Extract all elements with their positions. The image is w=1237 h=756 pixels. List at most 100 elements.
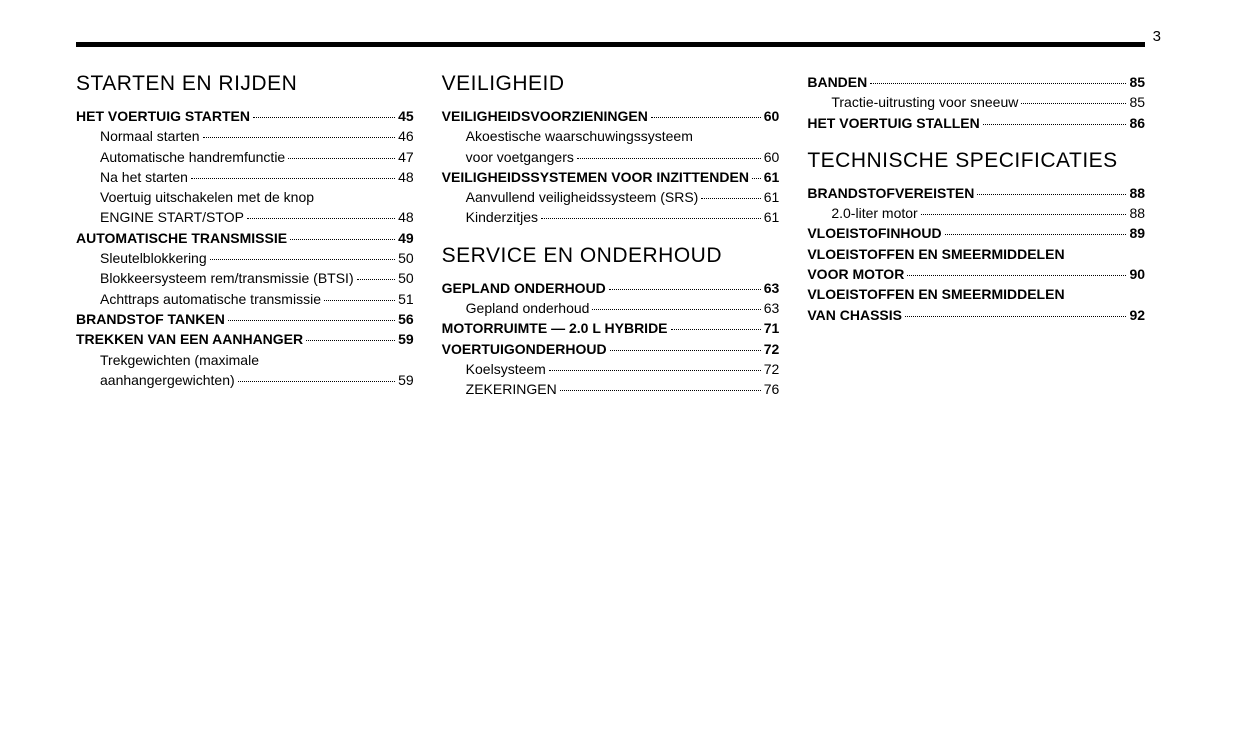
toc-entry-label: HET VOERTUIG STARTEN [76, 106, 250, 126]
toc-leader [577, 158, 761, 159]
horizontal-rule [76, 42, 1145, 47]
toc-leader [977, 194, 1126, 195]
toc-entry-page: 46 [398, 126, 414, 146]
toc-entry-line: Trekgewichten (maximale [76, 350, 414, 370]
toc-leader [610, 350, 761, 351]
toc-entry-main: HET VOERTUIG STARTEN 45 [76, 106, 414, 126]
toc-entry-label: BANDEN [807, 72, 867, 92]
toc-entry-label: Sleutelblokkering [100, 248, 207, 268]
toc-entry-page: 72 [764, 359, 780, 379]
toc-entry-page: 88 [1129, 183, 1145, 203]
toc-leader [210, 259, 395, 260]
toc-entry-label: VOERTUIGONDERHOUD [442, 339, 607, 359]
toc-entry-main: VOERTUIGONDERHOUD 72 [442, 339, 780, 359]
toc-entry-label: VLOEISTOFINHOUD [807, 223, 941, 243]
toc-entry-label: ENGINE START/STOP [100, 207, 244, 227]
toc-entry-label: VEILIGHEIDSSYSTEMEN VOOR INZITTENDEN [442, 167, 749, 187]
toc-entry-sub: Na het starten 48 [76, 167, 414, 187]
toc-leader [1021, 103, 1126, 104]
toc-leader [945, 234, 1127, 235]
toc-entry-page: 60 [764, 147, 780, 167]
toc-entry-label: aanhangergewichten) [100, 370, 235, 390]
toc-leader [905, 316, 1126, 317]
toc-leader [752, 178, 761, 179]
toc-entry-main: MOTORRUIMTE — 2.0 L HYBRIDE71 [442, 318, 780, 338]
toc-entry-sub: Automatische handremfunctie47 [76, 147, 414, 167]
toc-entry-page: 85 [1129, 92, 1145, 112]
toc-column: STARTEN EN RIJDENHET VOERTUIG STARTEN45N… [76, 72, 414, 400]
toc-entry-label: VOOR MOTOR [807, 264, 904, 284]
toc-entry-main: VEILIGHEIDSVOORZIENINGEN60 [442, 106, 780, 126]
toc-entry-sub: Blokkeersysteem rem/transmissie (BTSI)50 [76, 268, 414, 288]
toc-entry-sub: ENGINE START/STOP 48 [76, 207, 414, 227]
toc-leader [191, 178, 395, 179]
toc-leader [870, 83, 1126, 84]
toc-entry-main: VLOEISTOFINHOUD89 [807, 223, 1145, 243]
toc-entry-main: VOOR MOTOR 90 [807, 264, 1145, 284]
section-heading: VEILIGHEID [442, 72, 780, 96]
toc-entry-label: Kinderzitjes [466, 207, 538, 227]
toc-entry-sub: Sleutelblokkering50 [76, 248, 414, 268]
toc-leader [290, 239, 395, 240]
toc-entry-line: VLOEISTOFFEN EN SMEERMIDDELEN [807, 284, 1145, 304]
toc-entry-main: VAN CHASSIS 92 [807, 305, 1145, 325]
toc-entry-label: GEPLAND ONDERHOUD [442, 278, 606, 298]
toc-entry-label: Achttraps automatische transmissie [100, 289, 321, 309]
toc-leader [609, 289, 761, 290]
toc-entry-page: 72 [764, 339, 780, 359]
toc-entry-page: 61 [764, 207, 780, 227]
toc-entry-page: 45 [398, 106, 414, 126]
toc-entry-label: ZEKERINGEN [466, 379, 557, 399]
toc-entry-main: HET VOERTUIG STALLEN 86 [807, 113, 1145, 133]
toc-entry-label: Koelsysteem [466, 359, 546, 379]
toc-leader [324, 300, 395, 301]
toc-entry-label: MOTORRUIMTE — 2.0 L HYBRIDE [442, 318, 668, 338]
toc-entry-label: 2.0-liter motor [831, 203, 917, 223]
toc-leader [983, 124, 1127, 125]
toc-leader [701, 198, 760, 199]
toc-leader [549, 370, 761, 371]
toc-entry-main: VEILIGHEIDSSYSTEMEN VOOR INZITTENDEN 61 [442, 167, 780, 187]
toc-entry-sub: Normaal starten46 [76, 126, 414, 146]
toc-entry-sub: voor voetgangers 60 [442, 147, 780, 167]
toc-entry-sub: Tractie-uitrusting voor sneeuw85 [807, 92, 1145, 112]
toc-entry-page: 61 [764, 167, 780, 187]
toc-entry-label: Automatische handremfunctie [100, 147, 285, 167]
toc-entry-main: TREKKEN VAN EEN AANHANGER59 [76, 329, 414, 349]
toc-leader [560, 390, 761, 391]
toc-entry-label: voor voetgangers [466, 147, 574, 167]
toc-entry-page: 92 [1129, 305, 1145, 325]
toc-entry-page: 59 [398, 329, 414, 349]
toc-entry-page: 48 [398, 167, 414, 187]
toc-entry-line: Akoestische waarschuwingssysteem [442, 126, 780, 146]
toc-entry-label: HET VOERTUIG STALLEN [807, 113, 979, 133]
toc-entry-page: 48 [398, 207, 414, 227]
toc-entry-page: 86 [1129, 113, 1145, 133]
toc-leader [671, 329, 761, 330]
toc-entry-sub: Kinderzitjes 61 [442, 207, 780, 227]
toc-entry-page: 63 [764, 278, 780, 298]
toc-entry-label: VAN CHASSIS [807, 305, 902, 325]
toc-entry-main: GEPLAND ONDERHOUD 63 [442, 278, 780, 298]
toc-entry-label: AUTOMATISCHE TRANSMISSIE [76, 228, 287, 248]
toc-leader [541, 218, 761, 219]
toc-leader [907, 275, 1126, 276]
toc-entry-page: 51 [398, 289, 414, 309]
toc-column: BANDEN 85Tractie-uitrusting voor sneeuw85… [807, 72, 1145, 400]
toc-entry-label: Na het starten [100, 167, 188, 187]
toc-entry-sub: Gepland onderhoud63 [442, 298, 780, 318]
toc-entry-main: BRANDSTOFVEREISTEN88 [807, 183, 1145, 203]
toc-leader [592, 309, 760, 310]
toc-entry-main: AUTOMATISCHE TRANSMISSIE49 [76, 228, 414, 248]
toc-leader [247, 218, 395, 219]
toc-entry-page: 63 [764, 298, 780, 318]
toc-entry-label: Aanvullend veiligheidssysteem (SRS) [466, 187, 699, 207]
section-heading: STARTEN EN RIJDEN [76, 72, 414, 96]
toc-entry-sub: ZEKERINGEN76 [442, 379, 780, 399]
toc-entry-label: Blokkeersysteem rem/transmissie (BTSI) [100, 268, 354, 288]
toc-entry-page: 56 [398, 309, 414, 329]
toc-entry-page: 90 [1129, 264, 1145, 284]
toc-leader [357, 279, 395, 280]
toc-entry-sub: aanhangergewichten)59 [76, 370, 414, 390]
toc-entry-page: 88 [1129, 203, 1145, 223]
